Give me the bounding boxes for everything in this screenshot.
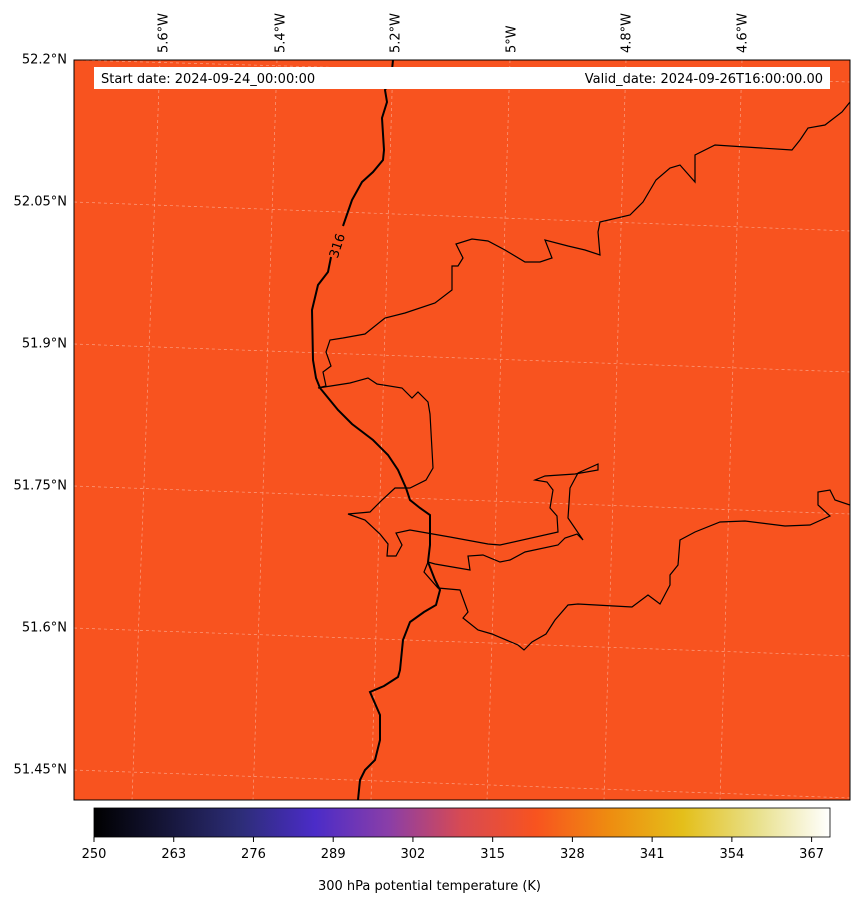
longitude-label: 5°W bbox=[505, 25, 520, 53]
colorbar-tick-label: 263 bbox=[161, 847, 186, 862]
contour-label: 316 bbox=[327, 232, 349, 260]
coastline bbox=[317, 101, 850, 651]
latitude-label: 52.2°N bbox=[22, 53, 67, 68]
colorbar-tick-label: 302 bbox=[401, 847, 426, 862]
latitude-label: 51.45°N bbox=[14, 763, 67, 778]
latitude-label: 51.6°N bbox=[22, 621, 67, 636]
start-date: Start date: 2024-09-24_00:00:00 bbox=[101, 72, 315, 87]
latitude-labels: 52.2°N 52.05°N 51.9°N 51.75°N 51.6°N 51.45°N bbox=[14, 53, 67, 778]
longitude-label: 5.4°W bbox=[274, 13, 289, 53]
colorbar-ticks: 250 263 276 289 302 315 328 341 354 367 bbox=[82, 837, 824, 862]
colorbar-tick-label: 276 bbox=[241, 847, 266, 862]
longitude-label: 4.8°W bbox=[620, 13, 635, 53]
colorbar-tick-label: 250 bbox=[82, 847, 107, 862]
colorbar-tick-label: 315 bbox=[480, 847, 505, 862]
colorbar-tick-label: 289 bbox=[321, 847, 346, 862]
date-box bbox=[94, 67, 830, 89]
latitude-label: 52.05°N bbox=[14, 195, 67, 210]
longitude-label: 4.6°W bbox=[736, 13, 751, 53]
latitude-label: 51.9°N bbox=[22, 337, 67, 352]
latitude-label: 51.75°N bbox=[14, 479, 67, 494]
longitude-label: 5.2°W bbox=[389, 13, 404, 53]
colorbar-tick-label: 367 bbox=[799, 847, 824, 862]
longitude-labels: 5.6°W 5.4°W 5.2°W 5°W 4.8°W 4.6°W bbox=[157, 13, 751, 53]
valid-date: Valid_date: 2024-09-26T16:00:00.00 bbox=[585, 72, 823, 87]
colorbar bbox=[93, 807, 831, 838]
colorbar-tick-label: 341 bbox=[640, 847, 665, 862]
temperature-field bbox=[74, 60, 850, 800]
map-frame bbox=[73, 59, 851, 801]
colorbar-tick-label: 354 bbox=[719, 847, 744, 862]
longitude-label: 5.6°W bbox=[157, 13, 172, 53]
colorbar-tick-label: 328 bbox=[560, 847, 585, 862]
colorbar-label: 300 hPa potential temperature (K) bbox=[317, 879, 541, 894]
